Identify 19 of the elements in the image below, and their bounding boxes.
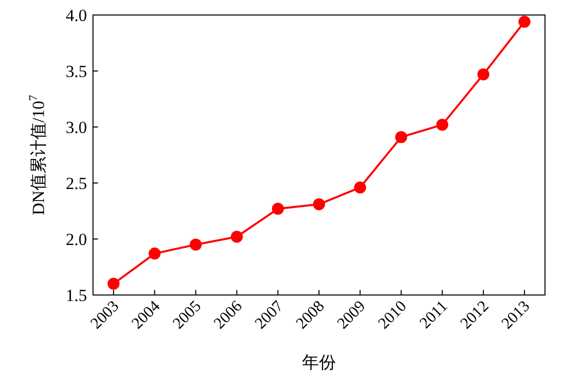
point (148, 248, 161, 260)
y-tick-label: 3.5 (66, 62, 87, 81)
point (436, 118, 448, 131)
y-tick-label: 3.0 (66, 118, 87, 137)
y-tick-label: 4.0 (66, 6, 87, 25)
point (313, 198, 325, 210)
x-axis-title: 年份 (302, 353, 336, 372)
point (190, 238, 202, 251)
y-tick-label: 2.0 (66, 230, 87, 249)
y-tick-label: 2.5 (66, 174, 87, 193)
point (354, 181, 366, 194)
point (108, 278, 120, 290)
point (395, 131, 408, 144)
x-tick-label: 2011 (416, 298, 452, 332)
point (272, 202, 284, 215)
point (477, 68, 490, 80)
point (518, 16, 530, 28)
point (230, 230, 243, 243)
y-tick-label: 1.5 (66, 286, 87, 305)
